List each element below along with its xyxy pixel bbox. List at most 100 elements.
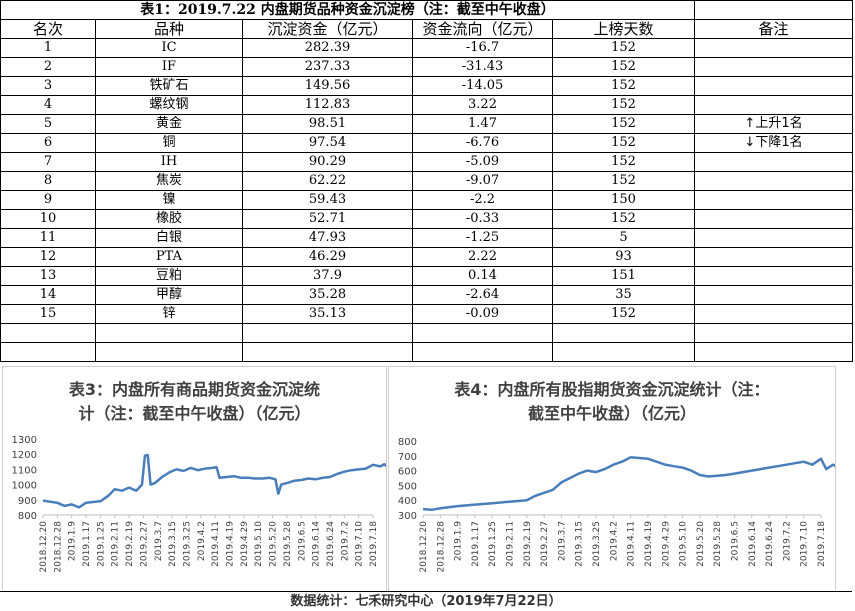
y-tick-label: 800 — [398, 437, 417, 448]
table-row: 11 白银 47.93 -1.25 5 — [0, 228, 854, 248]
table-cell: 37.9 — [242, 266, 413, 286]
x-tick-label: 2019.2.11 — [111, 521, 121, 567]
table-cell: 镍 — [95, 190, 243, 210]
x-tick-label: 2019.5.10 — [679, 521, 689, 567]
x-tick-label: 2019.3.7 — [154, 521, 164, 561]
remark-cell: ↓下降1名 — [694, 133, 854, 153]
table-row: 14 甲醇 35.28 -2.64 35 — [0, 285, 854, 305]
table-cell: 90.29 — [242, 152, 413, 172]
x-tick-label: 2019.7.10 — [800, 521, 810, 567]
table-cell: 3.22 — [412, 95, 553, 115]
commodity-chart-title-line2: 计（注：截至中午收盘）（亿元） — [78, 404, 311, 423]
empty-cell — [95, 323, 243, 343]
x-tick-label: 2019.1.9 — [68, 521, 78, 561]
table-cell: 112.83 — [242, 95, 413, 115]
remark-cell — [694, 38, 854, 58]
table-cell: -14.05 — [412, 76, 553, 96]
table-cell: 152 — [551, 76, 696, 96]
table-row: 6 铜 97.54 -6.76 152 ↓下降1名 — [0, 133, 854, 153]
empty-cell — [242, 342, 413, 362]
remark-cell — [694, 209, 854, 229]
x-tick-label: 2019.2.19 — [523, 521, 533, 567]
table-cell: 59.43 — [242, 190, 413, 210]
remark-cell — [694, 152, 854, 172]
table-cell: 152 — [551, 38, 696, 58]
x-tick-label: 2019.1.25 — [96, 521, 106, 567]
x-tick-label: 2019.4.2 — [197, 521, 207, 561]
table-cell: -9.07 — [412, 171, 553, 191]
x-tick-label: 2019.7.2 — [782, 521, 792, 561]
table-cell: 35.28 — [242, 285, 413, 305]
table-cell: 4 — [0, 95, 96, 115]
table-cell: 35 — [551, 285, 696, 305]
table-cell: 149.56 — [242, 76, 413, 96]
remark-text: 上升1名 — [755, 116, 803, 131]
table-cell: 46.29 — [242, 247, 413, 267]
x-tick-label: 2019.1.9 — [454, 521, 464, 561]
table-row: 2 IF 237.33 -31.43 152 — [0, 57, 854, 77]
table-cell: 7 — [0, 152, 96, 172]
index-chart-title-line1: 表4：内盘所有股指期货资金沉淀统计（注： — [454, 380, 770, 399]
table-cell: 螺纹钢 — [95, 95, 243, 115]
table-cell: -0.33 — [412, 209, 553, 229]
x-tick-label: 2019.1.17 — [471, 521, 481, 567]
index-line-chart: 300 400 500 600 700 800 2018.12.20 2018.12.28 20… — [398, 437, 835, 573]
remark-cell — [694, 57, 854, 77]
table-row: 7 IH 90.29 -5.09 152 — [0, 152, 854, 172]
y-tick-label: 900 — [18, 496, 37, 507]
remark-cell — [694, 304, 854, 324]
series-line — [42, 453, 386, 509]
table-cell: 0.14 — [412, 266, 553, 286]
x-tick-label: 2019.5.28 — [283, 521, 293, 567]
x-tick-label: 2019.7.18 — [817, 521, 827, 567]
empty-row — [0, 323, 854, 343]
table-cell: 35.13 — [242, 304, 413, 324]
table-cell: -2.64 — [412, 285, 553, 305]
x-tick-label: 2019.4.19 — [226, 521, 236, 567]
remark-text: 下降1名 — [755, 135, 803, 150]
table-cell: -6.76 — [412, 133, 553, 153]
table-cell: 甲醇 — [95, 285, 243, 305]
x-tick-label: 2019.6.24 — [765, 521, 775, 567]
x-tick-label: 2019.3.15 — [575, 521, 585, 567]
y-tick-label: 400 — [398, 496, 417, 507]
index-chart-title-line2: 截至中午收盘）（亿元） — [527, 404, 696, 423]
x-tick-label: 2019.2.11 — [506, 521, 516, 567]
x-tick-label: 2019.5.28 — [713, 521, 723, 567]
header-cell: 品种 — [95, 19, 243, 39]
table-row: 13 豆粕 37.9 0.14 151 — [0, 266, 854, 286]
table-cell: 8 — [0, 171, 96, 191]
table-cell: IH — [95, 152, 243, 172]
table-cell: 5 — [0, 114, 96, 134]
empty-cell — [412, 342, 553, 362]
x-tick-label: 2019.1.17 — [82, 521, 92, 567]
title-blank-cell — [694, 0, 854, 20]
table-cell: 1 — [0, 38, 96, 58]
y-tick-label: 800 — [18, 511, 37, 522]
table-cell: 2.22 — [412, 247, 553, 267]
down-arrow-icon: ↓ — [744, 135, 756, 150]
y-tick-label: 1200 — [12, 450, 37, 461]
table-cell: IF — [95, 57, 243, 77]
remark-cell — [694, 76, 854, 96]
remark-cell — [694, 285, 854, 305]
empty-row — [0, 342, 854, 362]
table-row: 4 螺纹钢 112.83 3.22 152 — [0, 95, 854, 115]
table-cell: PTA — [95, 247, 243, 267]
x-tick-label: 2019.2.27 — [540, 521, 550, 567]
x-tick-label: 2019.4.11 — [627, 521, 637, 567]
x-tick-label: 2018.12.20 — [39, 521, 49, 573]
table-row: 15 锌 35.13 -0.09 152 — [0, 304, 854, 324]
up-arrow-icon: ↑ — [744, 116, 756, 131]
x-tick-label: 2019.2.27 — [139, 521, 149, 567]
table-row: 12 PTA 46.29 2.22 93 — [0, 247, 854, 267]
empty-cell — [242, 323, 413, 343]
table-cell: 152 — [551, 304, 696, 324]
header-cell: 备注 — [694, 19, 854, 39]
table-row: 8 焦炭 62.22 -9.07 152 — [0, 171, 854, 191]
header-cell: 资金流向（亿元） — [412, 19, 553, 39]
x-tick-label: 2019.5.20 — [269, 521, 279, 567]
table-row: 1 IC 282.39 -16.7 152 — [0, 38, 854, 58]
table-cell: 锌 — [95, 304, 243, 324]
empty-cell — [0, 323, 96, 343]
